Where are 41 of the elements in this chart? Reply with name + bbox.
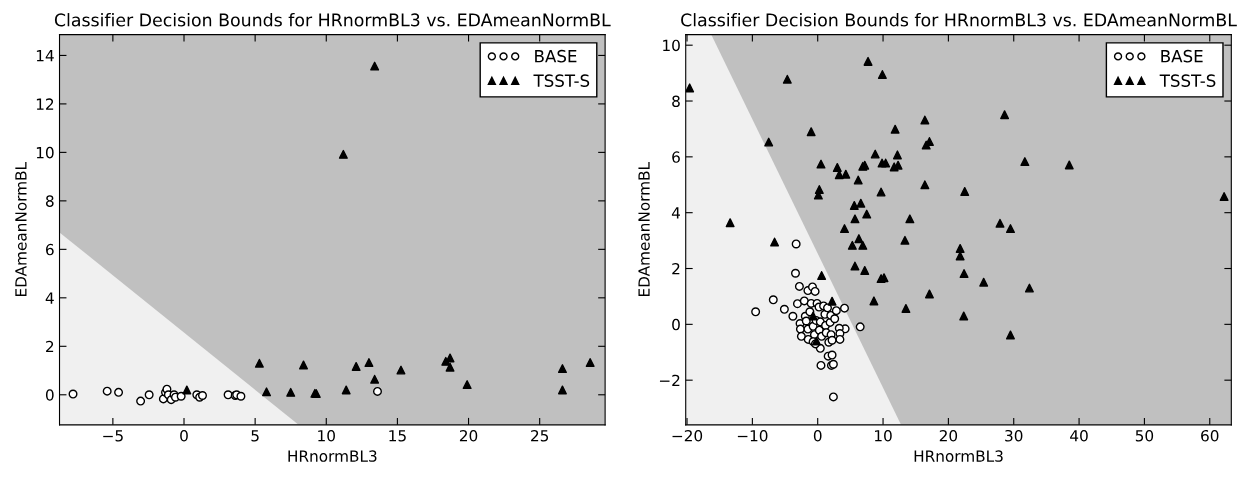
x-tick-label: 15 [389,430,406,442]
legend-label: TSST-S [1159,74,1216,87]
chart-title: Classifier Decision Bounds for HRnormBL3 vs. EDAmeanNormBL [681,13,1237,27]
legend-label: BASE [535,49,577,63]
y-axis-title: EDAmeanNormBL [638,162,650,297]
y-tick-label: 6 [46,243,54,256]
x-axis-title: HRnormBL3 [288,450,377,462]
y-tick-label: 4 [671,207,680,219]
x-tick-label: −20 [672,429,703,442]
x-tick-label: 25 [531,429,549,442]
y-axis-title: EDAmeanNormBL [15,162,27,297]
y-tick-label: 2 [672,262,680,275]
y-tick-label: 0 [45,389,54,401]
x-tick-label: 10 [875,429,892,442]
x-tick-label: 40 [1070,429,1088,442]
x-tick-label: 20 [459,429,478,442]
x-tick-label: 5 [251,430,259,442]
y-tick-label: 12 [36,98,54,110]
x-tick-label: 50 [1135,429,1154,442]
x-tick-label: 20 [939,429,958,442]
y-tick-label: −2 [659,374,680,386]
y-tick-label: 10 [663,39,680,52]
x-tick-label: 10 [318,429,335,442]
chart-title: Classifier Decision Bounds for HRnormBL3 vs. EDAmeanNormBL [54,13,611,27]
y-tick-label: 8 [45,195,54,207]
y-tick-label: 8 [672,95,680,108]
x-tick-label: 0 [180,429,188,442]
y-tick-label: 14 [36,50,54,62]
x-tick-label: 30 [1005,429,1023,442]
y-tick-label: 6 [672,151,680,163]
y-tick-label: 4 [45,292,54,304]
y-tick-label: 2 [46,340,54,353]
x-tick-label: −10 [737,429,768,442]
x-axis-title: HRnormBL3 [914,450,1003,462]
x-tick-label: −5 [103,430,123,442]
y-tick-label: 0 [672,318,680,331]
y-tick-label: 10 [36,146,54,159]
x-tick-label: 60 [1201,429,1219,442]
legend-label: TSST-S [533,74,590,87]
legend-label: BASE [1161,49,1203,63]
x-tick-label: 0 [813,429,822,442]
